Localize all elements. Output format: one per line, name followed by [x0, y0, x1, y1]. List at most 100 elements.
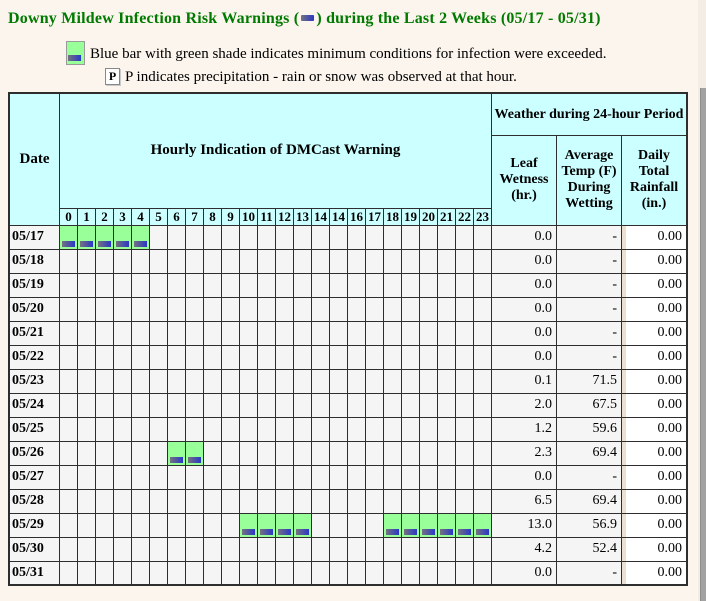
hour-cell — [113, 416, 132, 442]
hour-cell — [113, 488, 132, 514]
hour-cell — [167, 320, 186, 346]
scrollbar-track — [698, 0, 706, 601]
hour-cell — [149, 392, 168, 418]
hour-cell — [167, 248, 186, 274]
table-row: 05/22 0.0-0.00 — [8, 344, 688, 370]
weather-period-header: Weather during 24-hour Period — [491, 92, 688, 136]
hour-cell — [311, 272, 330, 298]
hour-cell — [257, 416, 276, 442]
hour-cell — [347, 272, 366, 298]
hour-cell — [239, 488, 258, 514]
hour-cell — [131, 488, 150, 514]
hour-cell — [383, 392, 402, 418]
hour-cell — [455, 416, 474, 442]
hour-cell — [329, 440, 348, 466]
hour-cell — [167, 560, 186, 586]
hour-cell — [95, 368, 114, 394]
hour-cell — [311, 488, 330, 514]
hour-cell — [95, 392, 114, 418]
hour-cell — [383, 296, 402, 322]
table-row: 05/27 0.0-0.00 — [8, 464, 688, 490]
hour-cell — [347, 536, 366, 562]
hour-cell — [401, 224, 420, 250]
hour-cell — [113, 368, 132, 394]
hour-cell — [347, 248, 366, 274]
hour-cell — [401, 368, 420, 394]
hour-cell — [275, 464, 294, 490]
hour-cell — [257, 272, 276, 298]
hour-cell — [437, 344, 456, 370]
avg-temp-cell: 67.5 — [556, 392, 622, 418]
hour-cell — [131, 560, 150, 586]
table-row: 05/19 0.0-0.00 — [8, 272, 688, 298]
leaf-wetness-cell: 0.0 — [491, 248, 557, 274]
hour-cell — [239, 440, 258, 466]
hour-cell — [419, 272, 438, 298]
hour-cell — [95, 560, 114, 586]
leaf-wetness-cell: 0.0 — [491, 296, 557, 322]
hour-header-6: 6 — [167, 207, 186, 226]
hour-cell — [311, 440, 330, 466]
hour-cell — [113, 296, 132, 322]
hour-cell — [311, 296, 330, 322]
blue-bar-icon — [421, 528, 435, 535]
hour-cell — [401, 488, 420, 514]
hour-cell — [401, 272, 420, 298]
daily-rainfall-cell: 0.00 — [621, 224, 688, 250]
avg-temp-cell: 59.6 — [556, 416, 622, 442]
avg-temp-cell: - — [556, 248, 622, 274]
hour-cell — [473, 344, 492, 370]
hour-cell — [203, 488, 222, 514]
hour-header-4: 4 — [131, 207, 150, 226]
hour-cell — [167, 272, 186, 298]
hour-cell — [95, 512, 114, 538]
hour-cell — [293, 272, 312, 298]
hour-cell — [437, 320, 456, 346]
hour-cell — [185, 272, 204, 298]
hour-cell — [203, 416, 222, 442]
date-cell: 05/29 — [8, 512, 60, 538]
avg-temp-cell: - — [556, 344, 622, 370]
green-shade-blue-bar-icon — [66, 41, 85, 65]
hour-cell — [293, 224, 312, 250]
avg-temp-cell: - — [556, 272, 622, 298]
hour-cell — [95, 272, 114, 298]
hour-cell — [365, 512, 384, 538]
hour-cell — [95, 536, 114, 562]
hour-cell — [95, 296, 114, 322]
date-cell: 05/17 — [8, 224, 60, 250]
hour-cell — [419, 344, 438, 370]
hour-cell — [365, 536, 384, 562]
hour-cell — [275, 296, 294, 322]
hour-cell — [347, 512, 366, 538]
daily-rainfall-cell: 0.00 — [621, 272, 688, 298]
hour-cell — [329, 224, 348, 250]
hour-header-0: 0 — [59, 207, 78, 226]
hour-cell — [257, 344, 276, 370]
hour-cell — [437, 392, 456, 418]
hour-cell — [419, 536, 438, 562]
hour-cell — [455, 464, 474, 490]
hour-cell — [221, 512, 240, 538]
hour-cell — [473, 488, 492, 514]
hour-cell — [473, 392, 492, 418]
hour-cell — [257, 560, 276, 586]
hour-cell — [257, 320, 276, 346]
hour-cell — [293, 248, 312, 274]
daily-rainfall-cell: 0.00 — [621, 344, 688, 370]
hour-cell — [59, 344, 78, 370]
hour-header-18: 18 — [383, 207, 402, 226]
hour-cell — [329, 464, 348, 490]
hour-cell — [401, 536, 420, 562]
hour-cell — [149, 464, 168, 490]
hour-cell — [203, 368, 222, 394]
hour-cell — [59, 320, 78, 346]
table-row: 05/18 0.0-0.00 — [8, 248, 688, 274]
leaf-wetness-cell: 4.2 — [491, 536, 557, 562]
hour-cell — [77, 488, 96, 514]
hour-cell — [275, 248, 294, 274]
avg-temp-header: Average Temp (F) During Wetting — [556, 134, 622, 226]
hour-cell — [257, 464, 276, 490]
vertical-scrollbar[interactable] — [700, 88, 706, 601]
hour-cell — [239, 320, 258, 346]
